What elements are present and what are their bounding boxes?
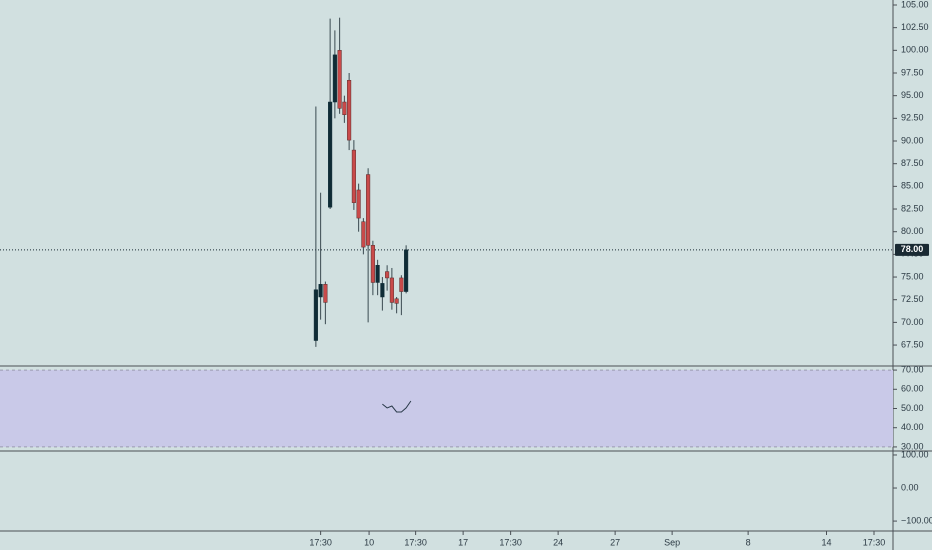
y-tick-label: 90.00 bbox=[901, 135, 924, 145]
last-price-label: 78.00 bbox=[901, 244, 924, 254]
candle-body bbox=[399, 277, 404, 292]
y-tick-label: 97.50 bbox=[901, 67, 924, 77]
candle-body bbox=[394, 298, 399, 304]
x-tick-label: 27 bbox=[610, 537, 620, 547]
candle-body bbox=[404, 249, 409, 292]
x-tick-label: 17:30 bbox=[309, 537, 332, 547]
candle-body bbox=[366, 174, 371, 246]
rsi-line bbox=[382, 400, 412, 413]
y-tick-label: 60.00 bbox=[901, 384, 924, 394]
x-tick-label: 24 bbox=[553, 537, 563, 547]
y-tick-label: 70.00 bbox=[901, 317, 924, 327]
y-tick-label: 82.50 bbox=[901, 203, 924, 213]
y-tick-label: 100.00 bbox=[901, 45, 929, 55]
candle-body bbox=[380, 283, 385, 298]
y-tick-label: 50.00 bbox=[901, 403, 924, 413]
x-tick-label: 14 bbox=[821, 537, 831, 547]
y-tick-label: 80.00 bbox=[901, 226, 924, 236]
candle-body bbox=[385, 271, 390, 279]
y-tick-label: 0.00 bbox=[901, 482, 919, 492]
candle-body bbox=[313, 289, 318, 341]
rsi-band bbox=[0, 370, 893, 447]
x-tick-label: 17:30 bbox=[863, 537, 886, 547]
y-tick-label: 40.00 bbox=[901, 422, 924, 432]
y-tick-label: 95.00 bbox=[901, 90, 924, 100]
y-tick-label: 102.50 bbox=[901, 22, 929, 32]
candle-body bbox=[351, 149, 356, 203]
y-tick-label: 30.00 bbox=[901, 441, 924, 451]
x-tick-label: Sep bbox=[664, 537, 680, 547]
y-tick-label: 105.00 bbox=[901, 0, 929, 9]
y-tick-label: 70.00 bbox=[901, 364, 924, 374]
y-tick-label: 92.50 bbox=[901, 113, 924, 123]
candle-body bbox=[323, 284, 328, 303]
candle-body bbox=[342, 101, 347, 115]
candle-body bbox=[375, 264, 380, 283]
candle-body bbox=[356, 189, 361, 219]
candle-body bbox=[337, 50, 342, 109]
candle-body bbox=[370, 245, 375, 283]
candle-body bbox=[347, 80, 352, 141]
x-tick-label: 8 bbox=[746, 537, 751, 547]
x-tick-label: 10 bbox=[364, 537, 374, 547]
y-tick-label: 67.50 bbox=[901, 339, 924, 349]
y-tick-label: 87.50 bbox=[901, 158, 924, 168]
y-tick-label: 72.50 bbox=[901, 294, 924, 304]
y-tick-label: 100.00 bbox=[901, 449, 929, 459]
y-tick-label: 75.00 bbox=[901, 271, 924, 281]
x-tick-label: 17:30 bbox=[404, 537, 427, 547]
candle-body bbox=[389, 277, 394, 303]
y-tick-label: −100.00 bbox=[901, 515, 932, 525]
last-price-box bbox=[895, 243, 929, 256]
candle-body bbox=[332, 54, 337, 103]
candle-body bbox=[328, 101, 333, 208]
candle-body bbox=[361, 221, 366, 248]
candle-body bbox=[318, 284, 323, 298]
y-tick-label: 85.00 bbox=[901, 181, 924, 191]
x-tick-label: 17 bbox=[458, 537, 468, 547]
x-tick-label: 17:30 bbox=[499, 537, 522, 547]
